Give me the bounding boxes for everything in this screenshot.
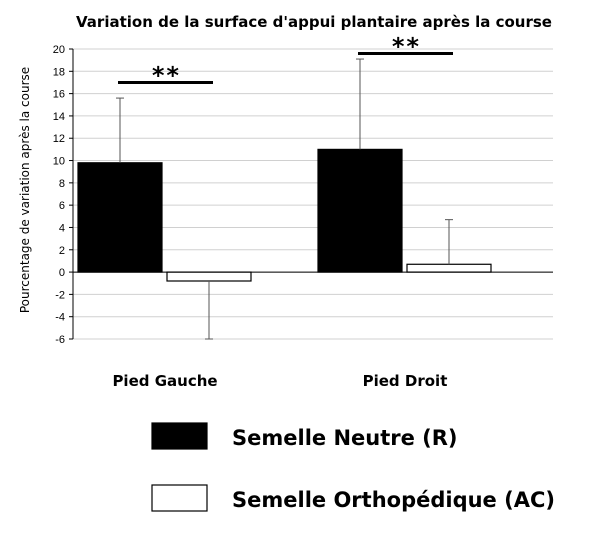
y-axis-label: Pourcentage de variation après la course	[18, 67, 32, 313]
y-tick-label: -2	[55, 289, 65, 301]
legend-label: Semelle Orthopédique (AC)	[232, 488, 555, 512]
category-label: Pied Droit	[363, 372, 448, 390]
y-tick-label: 20	[53, 44, 65, 56]
legend-swatch-orthopedique	[151, 484, 208, 512]
y-tick-label: 14	[53, 111, 65, 123]
y-tick-label: 18	[53, 66, 65, 78]
category-labels: Pied Gauche Pied Droit	[112, 372, 447, 390]
legend-label: Semelle Neutre (R)	[232, 426, 458, 450]
category-label: Pied Gauche	[112, 372, 217, 390]
bar-neutre-1	[317, 148, 403, 273]
y-tick-label: 4	[59, 222, 65, 234]
y-tick-label: -4	[55, 312, 65, 324]
legend: Semelle Neutre (R) Semelle Orthopédique (…	[151, 422, 555, 512]
bar-neutre-0	[77, 162, 163, 273]
chart-title: Variation de la surface d'appui plantair…	[76, 13, 552, 31]
legend-swatch-neutre	[151, 422, 208, 450]
y-tick-label: 0	[59, 267, 65, 279]
significance-markers: ** **	[118, 32, 453, 89]
significance-label: **	[391, 32, 420, 60]
y-tick-label: 6	[59, 200, 65, 212]
error-bars	[116, 58, 453, 340]
y-tick-label: 2	[59, 245, 65, 257]
y-tick-label: 10	[53, 156, 65, 168]
y-tick-label: 16	[53, 89, 65, 101]
y-tick-label: 8	[59, 178, 65, 190]
significance-label: **	[151, 61, 180, 89]
y-tick-label: 12	[53, 133, 65, 145]
bars	[77, 148, 492, 282]
bar-orthopedique-0	[166, 271, 252, 282]
y-tick-label: -6	[55, 334, 65, 346]
bar-orthopedique-1	[406, 263, 492, 273]
